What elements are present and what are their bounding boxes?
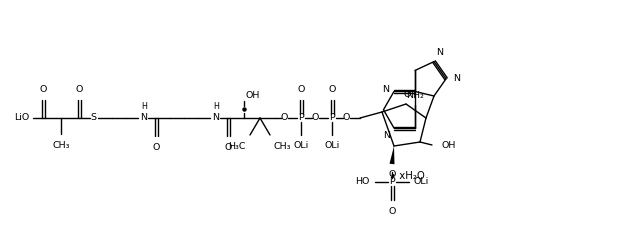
Text: CH₃: CH₃ bbox=[274, 142, 291, 151]
Text: P: P bbox=[298, 114, 304, 122]
Text: O: O bbox=[388, 170, 396, 179]
Text: H₃C: H₃C bbox=[228, 142, 246, 151]
Text: OLi: OLi bbox=[324, 141, 340, 150]
Text: N: N bbox=[382, 85, 389, 94]
Text: O: O bbox=[328, 85, 336, 94]
Text: H: H bbox=[141, 102, 147, 111]
Text: HO: HO bbox=[356, 177, 370, 186]
Polygon shape bbox=[390, 146, 394, 164]
Text: OLi: OLi bbox=[293, 141, 308, 150]
Text: O: O bbox=[311, 114, 319, 122]
Text: O: O bbox=[403, 90, 411, 99]
Text: O: O bbox=[280, 114, 288, 122]
Text: N: N bbox=[141, 114, 147, 122]
Text: NH₂: NH₂ bbox=[406, 91, 424, 100]
Text: N: N bbox=[453, 74, 460, 83]
Text: P: P bbox=[329, 114, 335, 122]
Text: • xH₂O: • xH₂O bbox=[390, 171, 425, 181]
Text: OLi: OLi bbox=[414, 177, 429, 186]
Text: N: N bbox=[383, 131, 390, 140]
Text: P: P bbox=[389, 177, 395, 186]
Text: O: O bbox=[388, 207, 396, 216]
Text: O: O bbox=[76, 85, 83, 94]
Text: O: O bbox=[298, 85, 305, 94]
Text: CH₃: CH₃ bbox=[52, 141, 70, 150]
Text: O: O bbox=[224, 143, 232, 152]
Text: H: H bbox=[213, 102, 219, 111]
Text: O: O bbox=[342, 114, 349, 122]
Text: O: O bbox=[152, 143, 160, 152]
Text: N: N bbox=[212, 114, 220, 122]
Text: N: N bbox=[436, 48, 443, 57]
Text: O: O bbox=[39, 85, 47, 94]
Text: OH: OH bbox=[246, 90, 260, 100]
Text: OH: OH bbox=[442, 140, 456, 149]
Text: S: S bbox=[90, 114, 96, 122]
Text: LiO: LiO bbox=[14, 114, 29, 122]
